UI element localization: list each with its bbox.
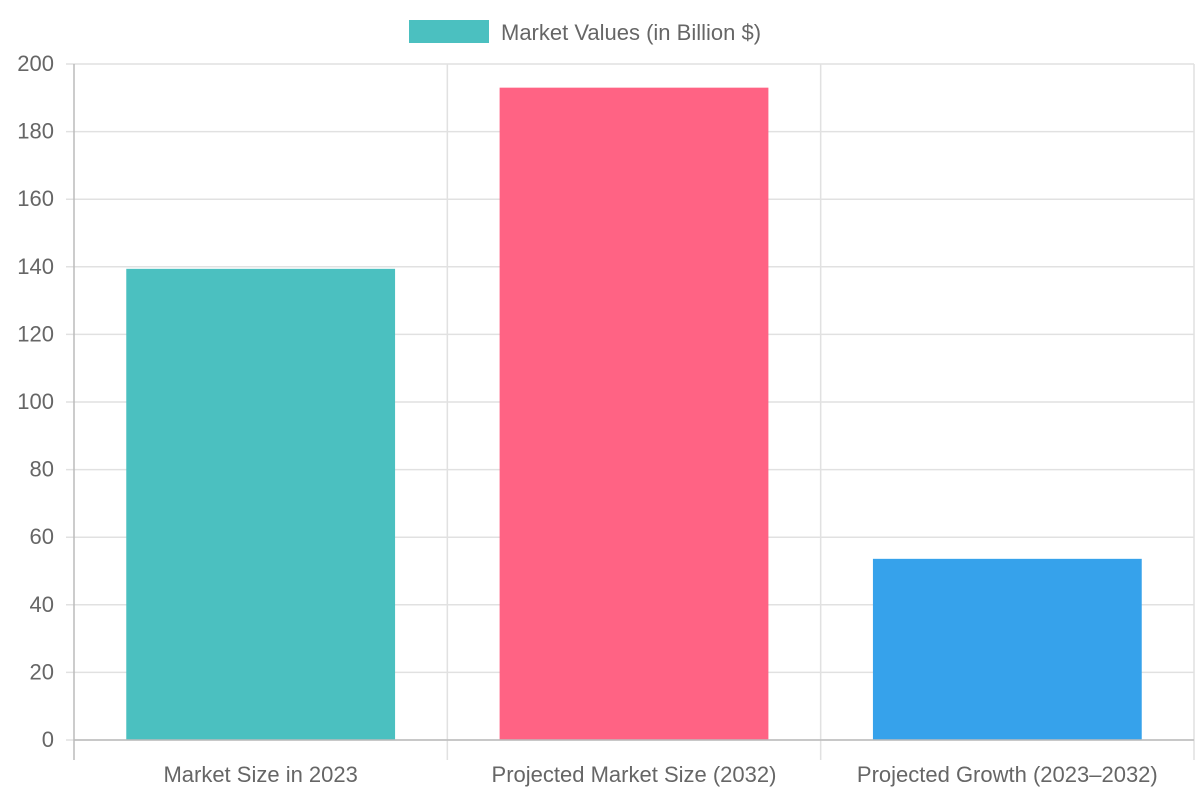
- y-tick-label: 60: [30, 524, 54, 549]
- y-tick-label: 0: [42, 727, 54, 752]
- y-tick-label: 160: [17, 186, 54, 211]
- x-tick-label: Projected Market Size (2032): [492, 762, 777, 787]
- bars: [126, 87, 1142, 740]
- bar[interactable]: [126, 268, 396, 740]
- y-tick-label: 100: [17, 389, 54, 414]
- y-tick-label: 140: [17, 254, 54, 279]
- bar[interactable]: [499, 87, 769, 740]
- y-tick-label: 40: [30, 592, 54, 617]
- bar[interactable]: [872, 558, 1142, 740]
- legend-label: Market Values (in Billion $): [501, 20, 761, 45]
- y-tick-label: 200: [17, 51, 54, 76]
- y-tick-label: 180: [17, 119, 54, 144]
- y-tick-label: 120: [17, 321, 54, 346]
- axes: 0 20 40 60 80 100 120 140 160 180 200 Market Size i…: [17, 51, 1194, 787]
- x-tick-label: Projected Growth (2023–2032): [857, 762, 1158, 787]
- y-tick-label: 20: [30, 659, 54, 684]
- legend-swatch: [409, 20, 489, 43]
- legend[interactable]: Market Values (in Billion $): [409, 20, 761, 45]
- x-tick-label: Market Size in 2023: [163, 762, 357, 787]
- y-tick-label: 80: [30, 457, 54, 482]
